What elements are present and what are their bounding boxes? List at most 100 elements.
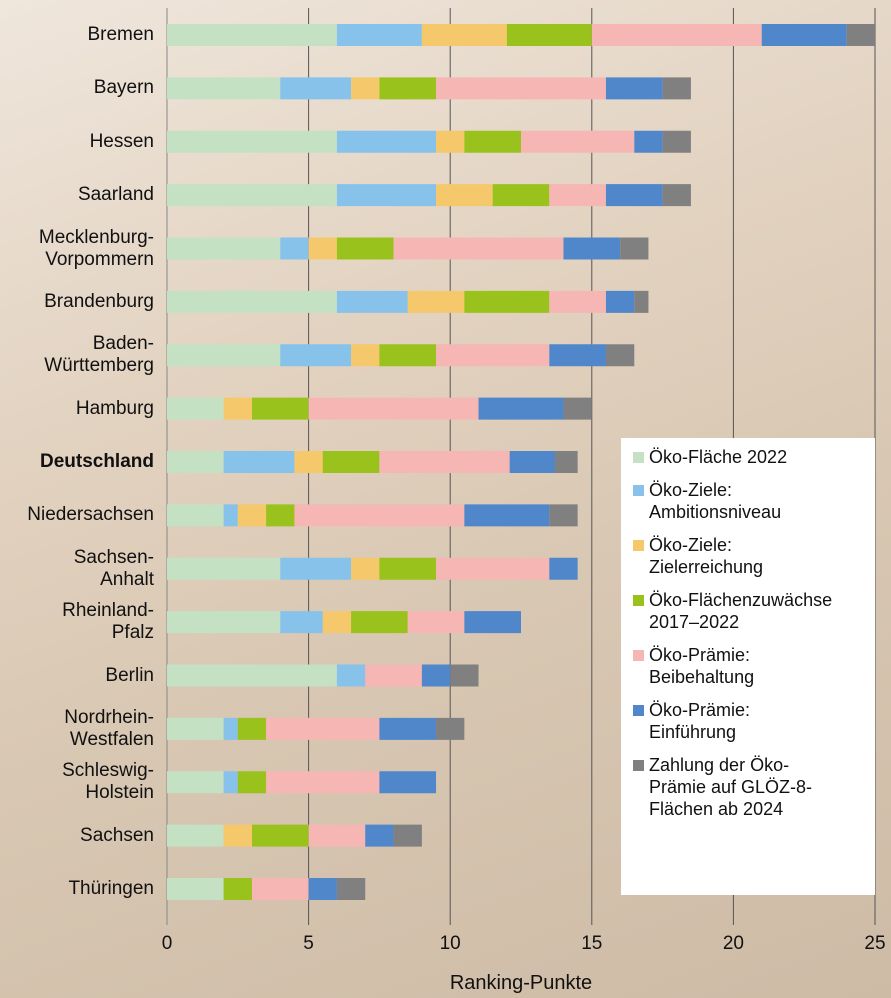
bar-segment: [351, 611, 408, 633]
bar-segment: [422, 24, 507, 46]
legend-swatch: [633, 705, 644, 716]
bar-segment: [309, 825, 366, 847]
category-label: Berlin: [105, 665, 154, 687]
bar-segment: [252, 825, 309, 847]
bar-segment: [394, 825, 422, 847]
bar-segment: [408, 291, 465, 313]
bar-segment: [464, 131, 521, 153]
legend-swatch: [633, 650, 644, 661]
bar-segment: [464, 611, 521, 633]
category-label: Sachsen- Anhalt: [74, 547, 154, 591]
legend-swatch: [633, 540, 644, 551]
bar-segment: [663, 184, 691, 206]
bar-segment: [224, 825, 252, 847]
bar-segment: [167, 771, 224, 793]
bar-segment: [493, 184, 550, 206]
category-label: Rheinland- Pfalz: [62, 600, 154, 644]
bar-segment: [167, 291, 337, 313]
bar-segment: [379, 558, 436, 580]
legend-item: Zahlung der Öko- Prämie auf GLÖZ-8- Fläc…: [633, 754, 871, 820]
category-label: Schleswig- Holstein: [62, 760, 154, 804]
bar-segment: [309, 878, 337, 900]
x-tick-label: 15: [581, 933, 602, 955]
legend-label: Öko-Ziele: Ambitionsniveau: [649, 479, 781, 523]
bar-segment: [323, 611, 351, 633]
bar-segment: [507, 24, 592, 46]
bar-segment: [167, 344, 280, 366]
bar-segment: [663, 77, 691, 99]
bar-segment: [323, 451, 380, 473]
bar-segment: [436, 344, 549, 366]
bar-segment: [436, 77, 606, 99]
x-axis-label: Ranking-Punkte: [450, 972, 592, 995]
bar-segment: [280, 558, 351, 580]
bar-segment: [309, 398, 479, 420]
bar-segment: [337, 238, 394, 260]
bar-segment: [549, 504, 577, 526]
bar-segment: [563, 238, 620, 260]
legend-item: Öko-Ziele: Zielerreichung: [633, 534, 871, 578]
legend-swatch: [633, 485, 644, 496]
x-tick-label: 0: [162, 933, 173, 955]
bar-segment: [422, 665, 450, 687]
bar-segment: [224, 398, 252, 420]
legend-item: Öko-Prämie: Beibehaltung: [633, 644, 871, 688]
bar-segment: [606, 344, 634, 366]
legend: Öko-Fläche 2022 Öko-Ziele: Ambitionsnivea…: [621, 438, 875, 895]
x-tick-label: 5: [303, 933, 314, 955]
bar-segment: [464, 504, 549, 526]
bar-segment: [379, 718, 436, 740]
x-tick-label: 20: [723, 933, 744, 955]
bar-segment: [555, 451, 578, 473]
legend-label: Zahlung der Öko- Prämie auf GLÖZ-8- Fläc…: [649, 754, 812, 820]
category-label: Brandenburg: [44, 291, 154, 313]
x-tick-label: 25: [864, 933, 885, 955]
bar-segment: [224, 878, 252, 900]
legend-label: Öko-Prämie: Beibehaltung: [649, 644, 754, 688]
bar-segment: [294, 504, 464, 526]
category-label: Niedersachsen: [27, 504, 154, 526]
bar-segment: [549, 344, 606, 366]
bar-segment: [379, 771, 436, 793]
bar-segment: [167, 131, 337, 153]
category-label: Saarland: [78, 184, 154, 206]
bar-segment: [167, 665, 337, 687]
bar-segment: [224, 504, 238, 526]
category-label: Sachsen: [80, 825, 154, 847]
bar-segment: [762, 24, 847, 46]
bar-segment: [337, 24, 422, 46]
category-label: Thüringen: [68, 878, 154, 900]
bar-segment: [167, 24, 337, 46]
bar-segment: [394, 238, 564, 260]
bar-segment: [280, 611, 322, 633]
bar-segment: [167, 184, 337, 206]
category-label: Deutschland: [40, 451, 154, 473]
legend-label: Öko-Ziele: Zielerreichung: [649, 534, 763, 578]
bar-segment: [167, 398, 224, 420]
bar-segment: [167, 504, 224, 526]
bar-segment: [365, 665, 422, 687]
bar-segment: [436, 184, 493, 206]
bar-segment: [337, 131, 436, 153]
legend-item: Öko-Prämie: Einführung: [633, 699, 871, 743]
bar-segment: [167, 611, 280, 633]
bar-segment: [280, 344, 351, 366]
legend-label: Öko-Prämie: Einführung: [649, 699, 750, 743]
bar-segment: [450, 665, 478, 687]
legend-label: Öko-Fläche 2022: [649, 446, 787, 468]
bar-segment: [238, 771, 266, 793]
bar-segment: [606, 184, 663, 206]
bar-segment: [167, 878, 224, 900]
chart: Ranking-Punkte Öko-Fläche 2022 Öko-Ziele:…: [0, 0, 891, 998]
bar-segment: [224, 451, 295, 473]
bar-segment: [592, 24, 762, 46]
bar-segment: [351, 558, 379, 580]
bar-segment: [337, 665, 365, 687]
bar-segment: [634, 291, 648, 313]
legend-item: Öko-Flächenzuwächse 2017–2022: [633, 589, 871, 633]
bar-segment: [294, 451, 322, 473]
bar-segment: [379, 344, 436, 366]
bar-segment: [379, 77, 436, 99]
bar-segment: [280, 77, 351, 99]
bar-segment: [351, 344, 379, 366]
